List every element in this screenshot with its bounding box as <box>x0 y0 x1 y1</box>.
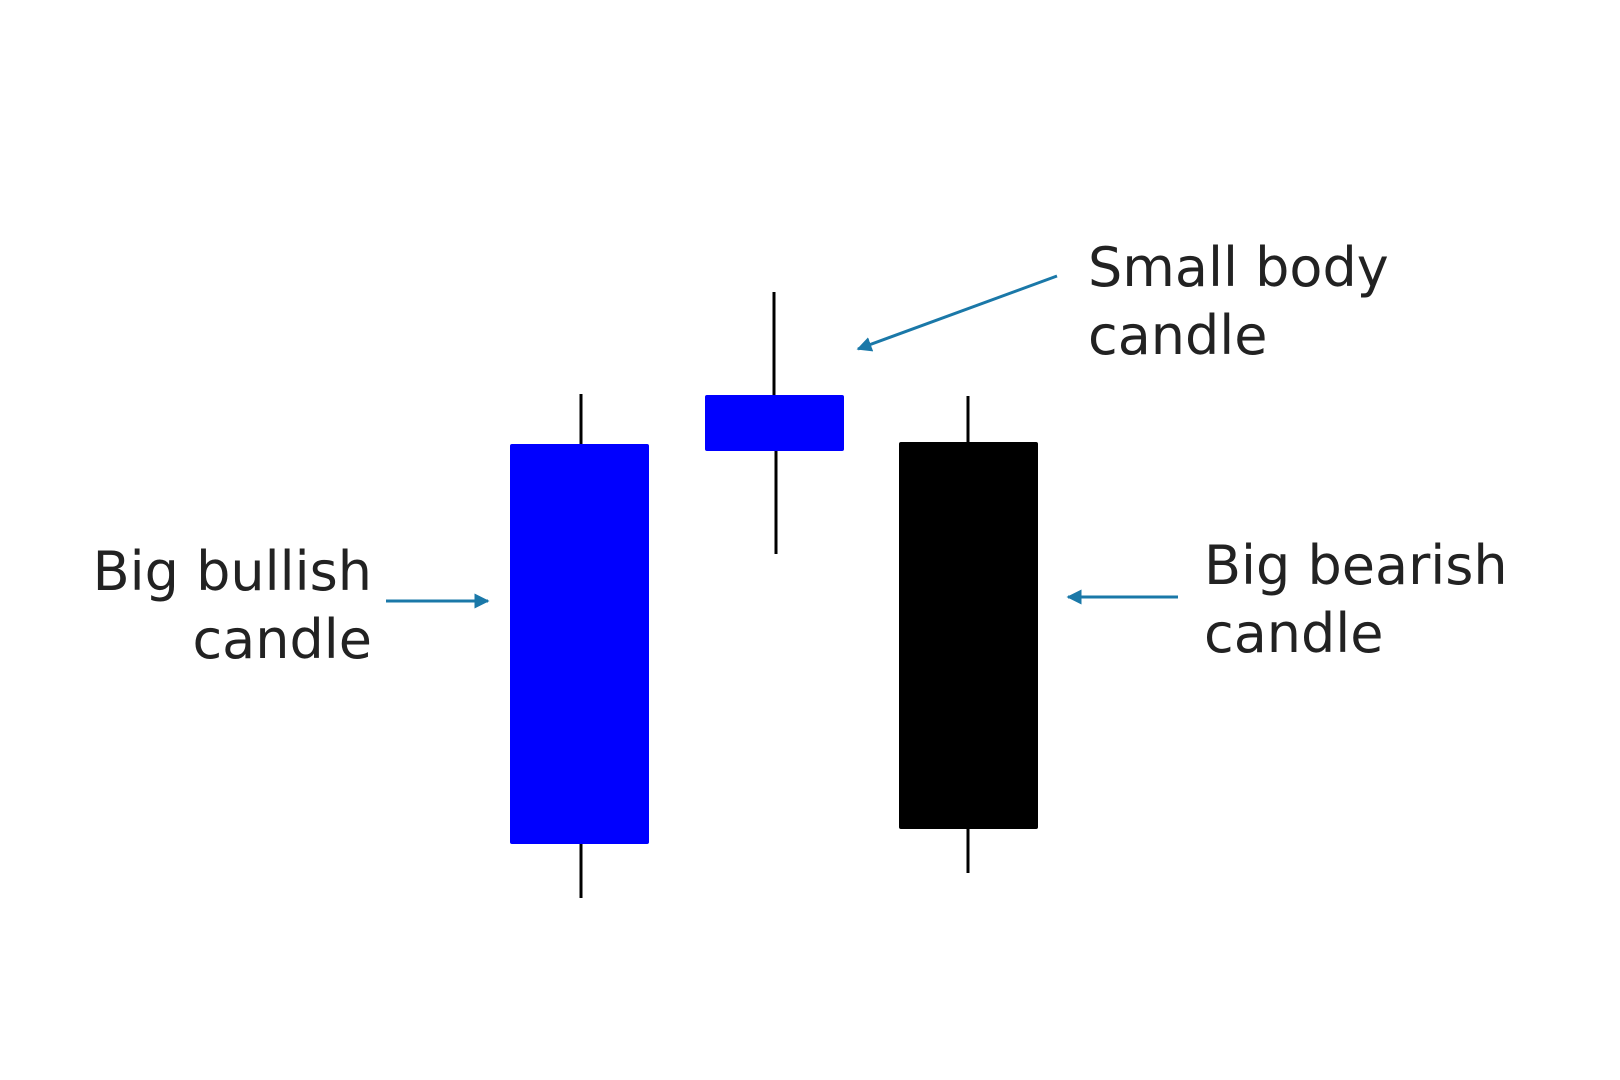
small-body-candle-label: Small body candle <box>1088 236 1389 367</box>
bullish-body <box>510 444 649 844</box>
small-body <box>705 395 844 451</box>
small-body-candle <box>705 292 844 554</box>
bullish-candle-label: Big bullish candle <box>92 540 372 671</box>
bearish-body <box>899 442 1038 829</box>
small-body-arrow <box>856 274 1058 352</box>
bullish-candle <box>510 394 649 898</box>
bearish-candle <box>899 396 1038 873</box>
bearish-candle-label: Big bearish candle <box>1204 534 1508 665</box>
